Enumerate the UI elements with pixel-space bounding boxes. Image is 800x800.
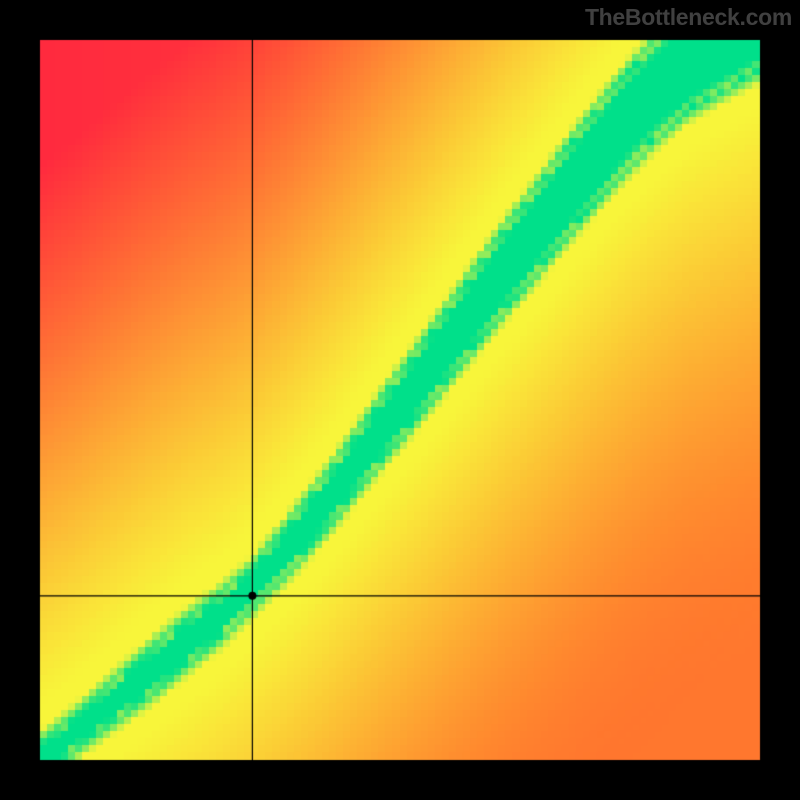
bottleneck-heatmap xyxy=(0,0,800,800)
watermark-text: TheBottleneck.com xyxy=(585,4,792,31)
chart-container: TheBottleneck.com xyxy=(0,0,800,800)
